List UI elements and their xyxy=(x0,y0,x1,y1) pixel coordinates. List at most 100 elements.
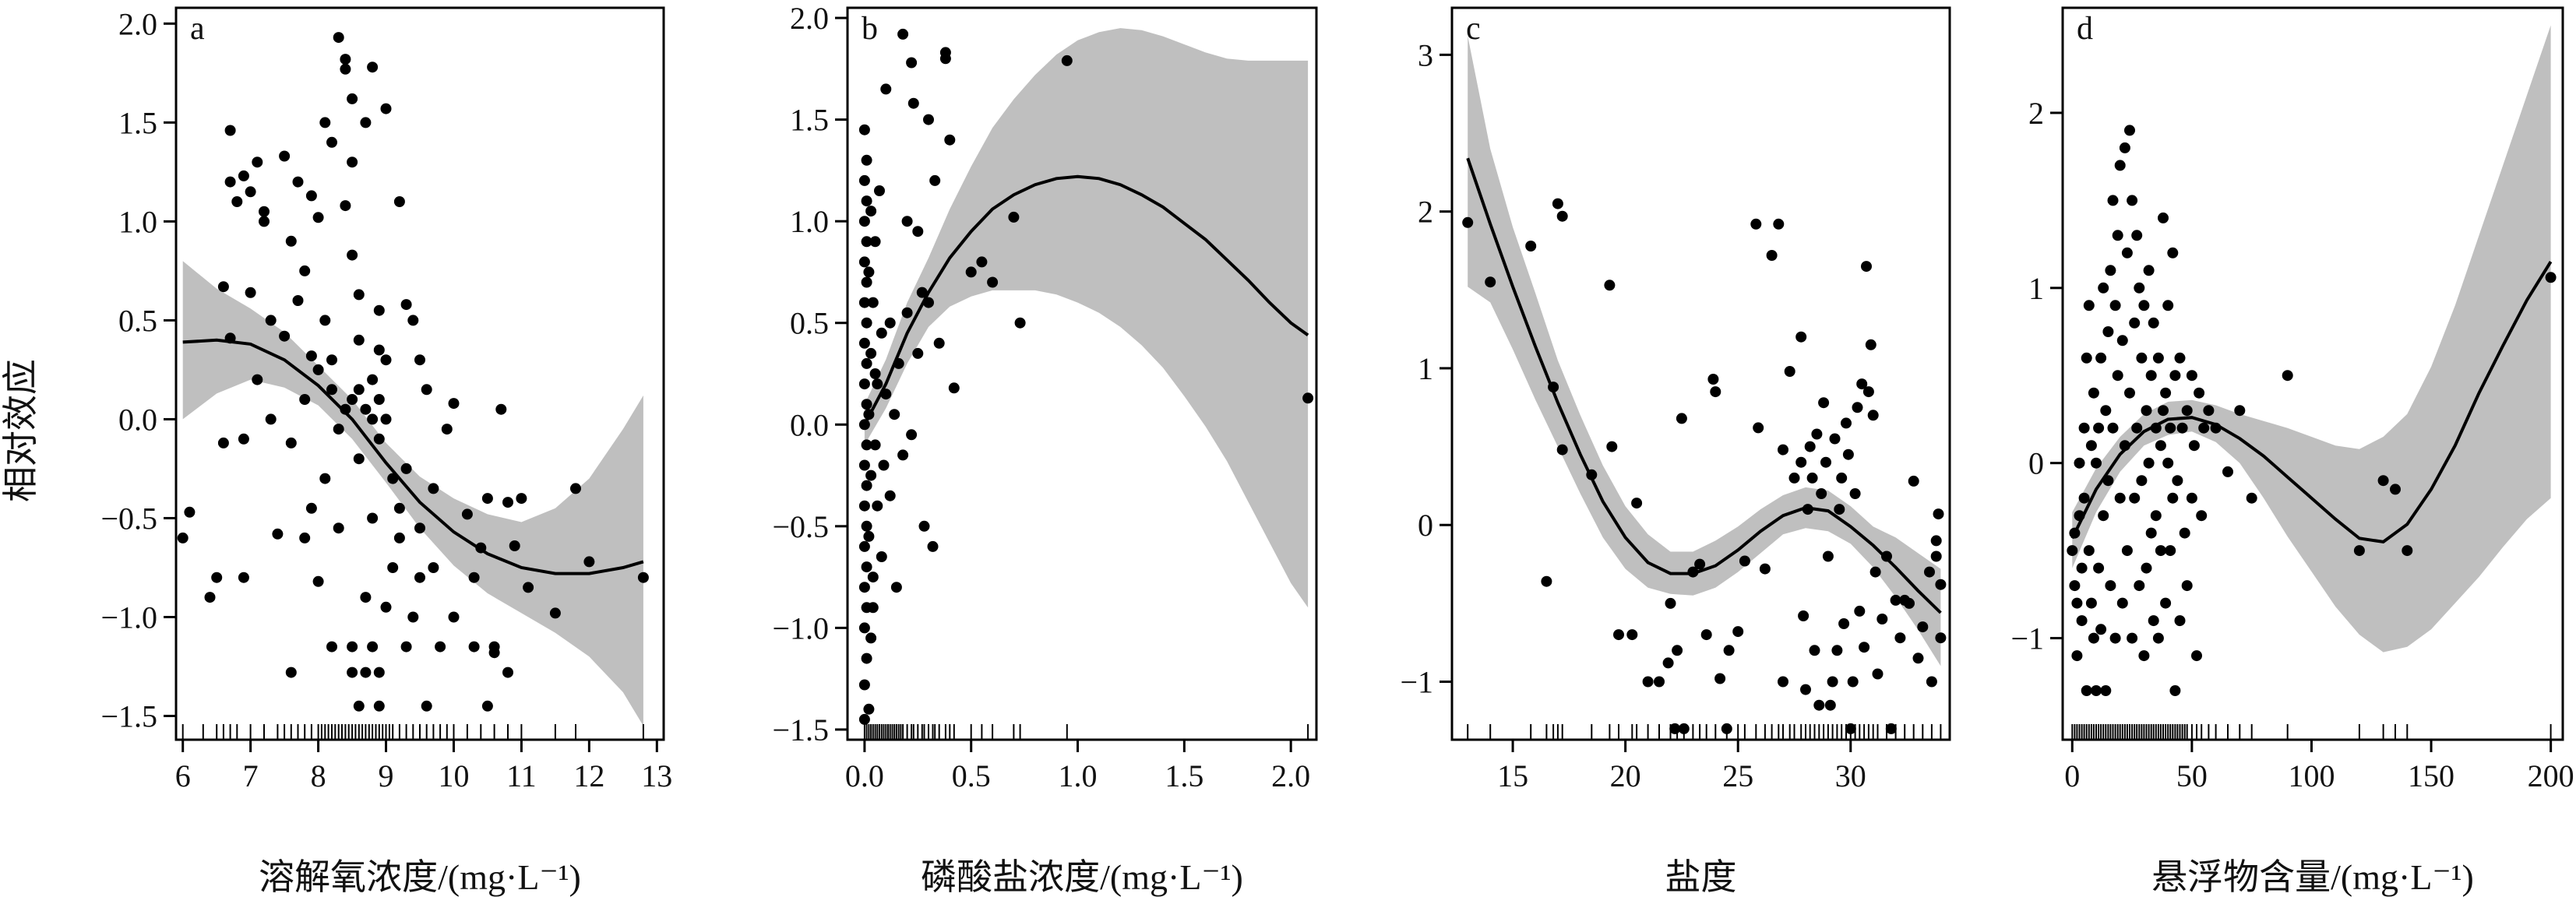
data-point xyxy=(367,512,379,524)
y-tick-label: 0.0 xyxy=(790,407,829,442)
data-point xyxy=(245,287,256,298)
data-point xyxy=(333,424,344,435)
data-point xyxy=(2121,247,2133,259)
panel-letter: c xyxy=(1466,11,1481,47)
data-point xyxy=(2116,335,2128,346)
data-point xyxy=(2141,405,2152,417)
data-point xyxy=(865,470,877,481)
data-point xyxy=(2196,510,2208,522)
x-tick-label: 200 xyxy=(2528,758,2574,793)
y-tick-label: −1 xyxy=(2010,621,2044,656)
y-tick-label: 1.0 xyxy=(790,204,829,239)
data-point xyxy=(435,641,446,652)
data-point xyxy=(1836,472,1848,484)
data-point xyxy=(2246,492,2257,504)
x-axis-title: 盐度 xyxy=(1665,857,1737,897)
data-point xyxy=(897,28,909,40)
data-point xyxy=(1795,456,1807,468)
data-point xyxy=(340,54,351,65)
data-point xyxy=(367,374,379,385)
x-tick-label: 13 xyxy=(641,758,672,793)
y-tick-label: 1 xyxy=(2028,271,2044,306)
data-point xyxy=(1552,198,1563,209)
data-point xyxy=(2127,195,2138,206)
data-point xyxy=(2071,650,2083,662)
data-point xyxy=(1800,684,1811,695)
data-point xyxy=(1788,472,1800,484)
data-point xyxy=(333,32,344,44)
y-tick-label: −0.5 xyxy=(100,501,157,536)
data-point xyxy=(858,622,870,634)
data-point xyxy=(1890,594,1901,606)
data-point xyxy=(448,398,460,410)
data-point xyxy=(933,337,945,349)
data-point xyxy=(326,136,337,148)
data-point xyxy=(2162,300,2174,311)
data-point xyxy=(481,493,493,505)
data-point xyxy=(217,437,229,448)
data-point xyxy=(1872,668,1884,680)
data-point xyxy=(2188,440,2200,452)
data-point xyxy=(2234,405,2246,417)
data-point xyxy=(393,532,405,543)
data-point xyxy=(461,508,473,520)
data-point xyxy=(285,437,297,448)
data-point xyxy=(858,174,870,186)
data-point xyxy=(2093,422,2105,434)
data-point xyxy=(2181,405,2193,417)
data-point xyxy=(285,235,297,247)
data-point xyxy=(347,249,358,261)
data-point xyxy=(2176,422,2188,434)
panel-letter: b xyxy=(862,11,878,47)
data-point xyxy=(2179,527,2190,539)
data-point xyxy=(876,551,887,562)
y-tick-label: 2 xyxy=(2028,96,2044,131)
data-point xyxy=(1813,699,1825,711)
data-point xyxy=(428,483,439,494)
data-point xyxy=(2141,562,2152,574)
data-point xyxy=(340,63,351,75)
data-point xyxy=(2131,422,2143,434)
data-point xyxy=(2162,457,2174,469)
data-point xyxy=(2078,492,2090,504)
data-point xyxy=(865,347,877,359)
data-point xyxy=(2169,685,2181,696)
panels: 6 7 8 9 10 11 12 13−1.5−1.0−0.50.00.51.01.52.0 a… xyxy=(100,1,2574,897)
data-point xyxy=(863,703,875,715)
data-point xyxy=(906,57,918,69)
x-tick-label: 30 xyxy=(1835,758,1866,793)
data-point xyxy=(948,382,960,394)
data-point xyxy=(1642,676,1654,688)
data-point xyxy=(217,281,229,293)
data-point xyxy=(2088,387,2099,399)
data-point xyxy=(481,700,493,712)
data-point xyxy=(2390,484,2401,495)
data-point xyxy=(373,394,385,405)
data-point xyxy=(184,506,196,518)
data-point xyxy=(2112,230,2123,241)
data-point xyxy=(1485,276,1496,288)
data-point xyxy=(1773,218,1785,230)
data-point xyxy=(2107,422,2119,434)
x-tick-label: 9 xyxy=(379,758,394,793)
data-point xyxy=(177,532,189,543)
data-point xyxy=(347,93,358,104)
data-point xyxy=(1842,448,1854,460)
data-point xyxy=(876,327,887,339)
y-tick-label: 1.5 xyxy=(790,103,829,138)
data-point xyxy=(1714,673,1726,684)
data-point xyxy=(2545,272,2557,283)
data-point xyxy=(901,307,913,318)
data-point xyxy=(2098,282,2109,294)
data-point xyxy=(2071,597,2083,609)
data-point xyxy=(861,520,872,532)
data-point xyxy=(918,520,930,532)
data-point xyxy=(2107,195,2119,206)
data-point xyxy=(2152,632,2164,644)
data-point xyxy=(861,652,872,664)
y-tick-label: 0 xyxy=(1418,508,1433,543)
data-point xyxy=(326,384,337,396)
data-point xyxy=(2067,545,2078,557)
data-point xyxy=(380,601,392,613)
